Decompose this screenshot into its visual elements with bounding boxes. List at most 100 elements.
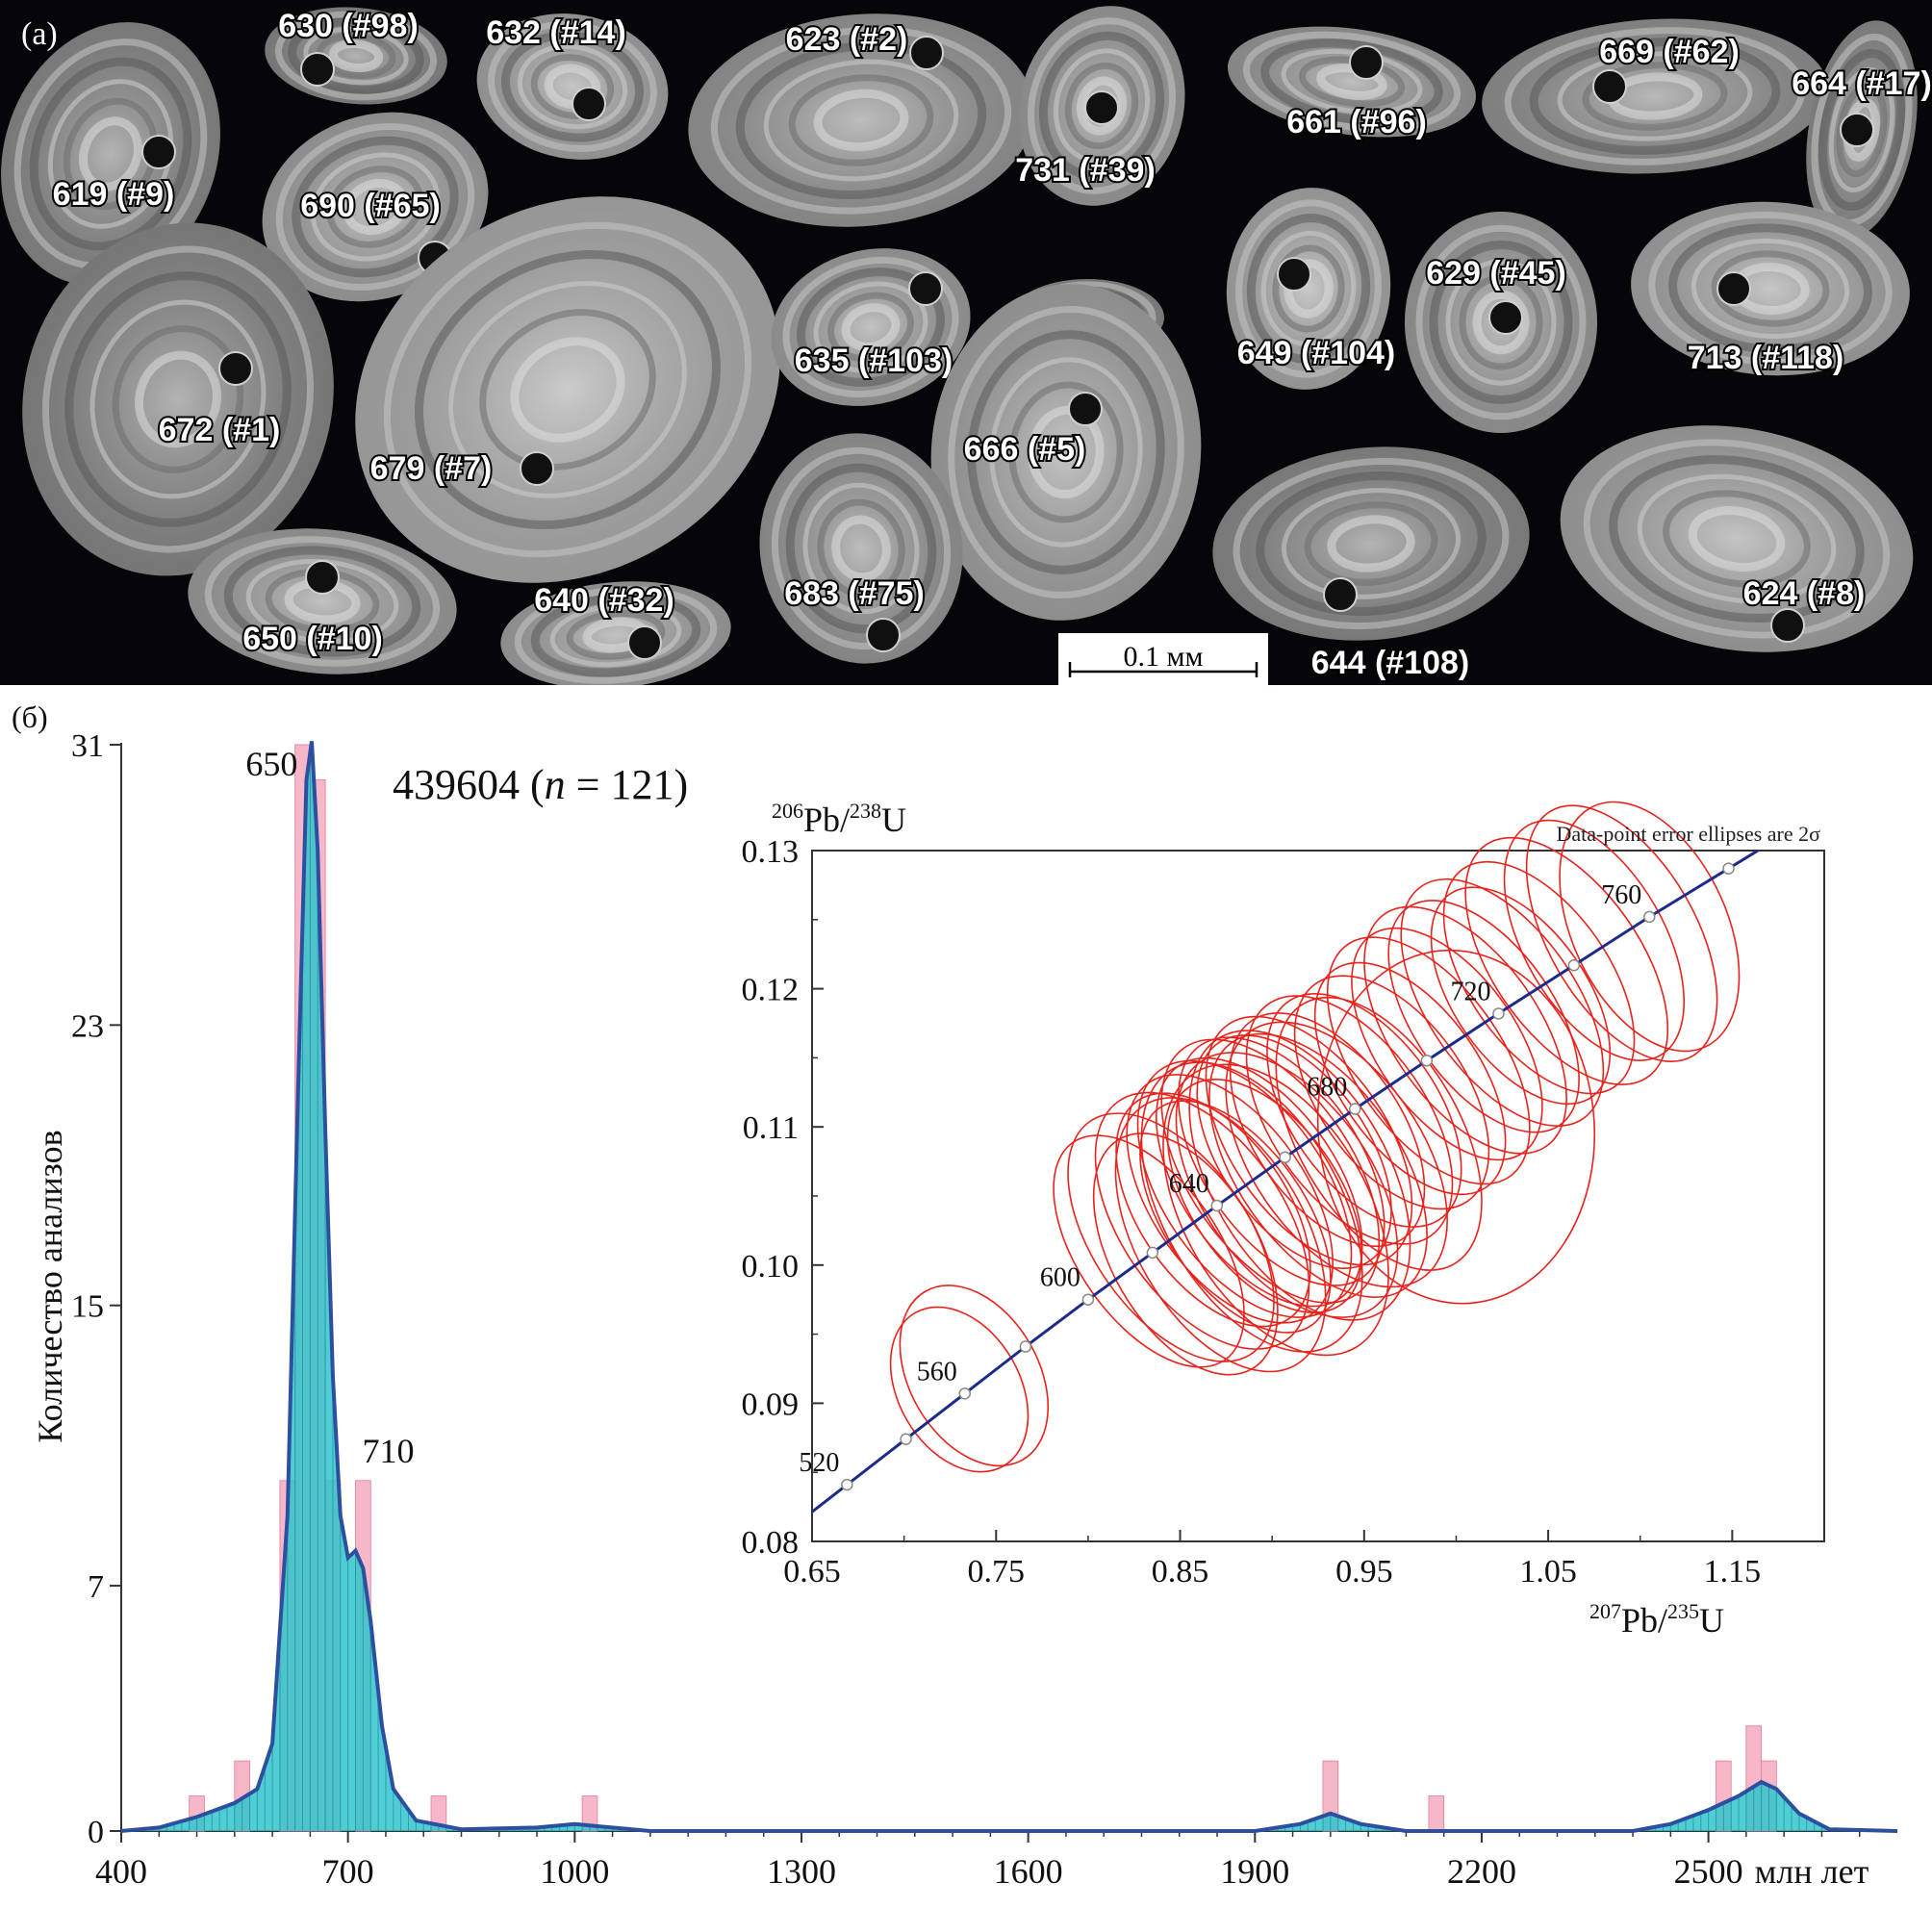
grain-shading <box>1560 425 1914 652</box>
grain-shading <box>930 284 1202 621</box>
grain-label: 630 (#98) <box>278 8 419 44</box>
x-tick-label: 1600 <box>994 1852 1063 1891</box>
concordia-x-tick-label: 0.75 <box>968 1554 1026 1590</box>
grain-label: 666 (#5) <box>964 431 1086 468</box>
concordia-age-marker <box>1567 958 1581 972</box>
laser-spot-icon <box>1277 257 1311 292</box>
hist-title-suffix: = 121) <box>566 761 688 808</box>
error-ellipse <box>1140 1061 1363 1353</box>
x-tick-label: 1300 <box>767 1852 836 1891</box>
concordia-y-tick-label: 0.09 <box>742 1386 800 1422</box>
zircon-grain <box>688 13 1034 227</box>
y-tick-label: 15 <box>71 1289 104 1325</box>
zircon-grain <box>1631 201 1910 376</box>
grain-shading <box>759 433 963 664</box>
concordia-x-base: Pb/ <box>1621 1601 1667 1640</box>
concordia-y-sup1: 206 <box>772 799 803 823</box>
zircon-grain <box>500 581 731 689</box>
x-tick-label: 1900 <box>1220 1852 1289 1891</box>
hist-y-label: Количество анализов <box>31 1130 69 1442</box>
concordia-y-sup2: 238 <box>850 799 881 823</box>
concordia-age-label: 520 <box>799 1448 839 1478</box>
grain-label: 635 (#103) <box>795 343 953 379</box>
laser-spot-icon <box>572 87 606 121</box>
laser-spot-icon <box>908 271 943 306</box>
panel-b-label: (б) <box>12 700 48 734</box>
grain-label: 644 (#108) <box>1311 645 1469 681</box>
error-ellipse <box>1166 1079 1363 1313</box>
grain-label: 683 (#75) <box>784 575 925 612</box>
laser-spot-icon <box>909 36 944 70</box>
zircon-grain <box>1482 18 1828 174</box>
error-ellipse <box>1245 995 1454 1245</box>
error-ellipse <box>1363 905 1567 1155</box>
laser-spot-icon <box>520 451 554 486</box>
error-ellipse <box>1266 993 1462 1228</box>
grain-label: 624 (#8) <box>1743 575 1866 612</box>
concordia-x-tick-label: 1.05 <box>1519 1554 1577 1590</box>
x-tick-label: 2200 <box>1447 1852 1516 1891</box>
zircon-grain <box>1 22 220 286</box>
peak-label: 710 <box>363 1432 415 1470</box>
laser-spot-icon <box>218 351 253 386</box>
laser-spot-icon <box>300 52 335 87</box>
density-curve-fill <box>121 741 1897 1831</box>
zircon-grain <box>355 196 780 583</box>
hist-title-n: n <box>545 761 566 808</box>
laser-spot-icon <box>1840 113 1874 147</box>
zircon-grain <box>1560 425 1914 652</box>
zircon-grain <box>1226 188 1391 390</box>
concordia-x-tick-label: 0.65 <box>783 1554 841 1590</box>
concordia-age-label: 640 <box>1169 1169 1209 1199</box>
x-tick-label: 2500 <box>1674 1852 1743 1891</box>
concordia-age-marker <box>900 1433 912 1445</box>
error-ellipse <box>1275 996 1483 1271</box>
error-ellipse <box>1175 1052 1399 1318</box>
grain-shading <box>1212 446 1530 641</box>
concordia-age-label: 720 <box>1450 977 1490 1006</box>
age-distribution-panel: (б) 0 7 15 23 31 400 700 1000 1300 1600 1900 2200 2… <box>0 685 1932 1903</box>
cl-image-panel: 630 (#98) 632 (#14) 623 (#2) 731 (#39) 661 (… <box>0 0 1932 689</box>
laser-spot-icon <box>1084 90 1119 125</box>
concordia-y-tick-label: 0.10 <box>742 1249 800 1285</box>
concordia-inset: 0.65 0.75 0.85 0.95 1.05 1.15 0.08 0.09 0.10 0.11… <box>742 799 1825 1640</box>
scale-bar-box <box>1058 633 1268 685</box>
concordia-x-label: 207Pb/235U <box>1589 1599 1724 1640</box>
hist-title-prefix: 439604 ( <box>393 761 545 808</box>
y-tick-label: 7 <box>88 1569 104 1605</box>
grain-label: 649 (#104) <box>1237 335 1395 371</box>
grain-shading <box>1 22 220 286</box>
concordia-y-tick-label: 0.12 <box>742 973 800 1008</box>
grain-label: 713 (#118) <box>1688 340 1844 376</box>
grain-shading <box>355 196 780 583</box>
concordia-age-marker <box>1722 862 1735 875</box>
laser-spot-icon <box>305 560 340 595</box>
concordia-age-marker <box>1081 1293 1095 1306</box>
error-ellipse <box>1442 860 1636 1095</box>
concordia-age-marker <box>1279 1151 1291 1164</box>
hist-title: 439604 (n = 121) <box>393 761 688 808</box>
grain-label: 619 (#9) <box>53 176 175 213</box>
concordia-age-marker <box>1420 1055 1434 1067</box>
error-ellipse <box>1464 836 1669 1085</box>
laser-spot-icon <box>1592 69 1627 104</box>
grain-label: 629 (#45) <box>1426 255 1566 292</box>
concordia-y-label: 206Pb/238U <box>772 799 906 839</box>
zircon-grain <box>1228 26 1476 138</box>
grain-label: 672 (#1) <box>159 412 281 448</box>
concordia-note: Data-point error ellipses are 2σ <box>1556 822 1820 846</box>
histogram-bar <box>1428 1795 1445 1832</box>
grain-label: 640 (#32) <box>534 582 674 619</box>
x-tick-label: 400 <box>95 1852 147 1891</box>
grain-label: 664 (#17) <box>1792 65 1932 102</box>
grain-label: 632 (#14) <box>486 14 626 51</box>
laser-spot-icon <box>1770 608 1805 643</box>
error-ellipse <box>1208 1032 1428 1298</box>
concordia-age-label: 680 <box>1307 1073 1347 1103</box>
laser-spot-icon <box>1068 392 1103 426</box>
concordia-y-end: U <box>881 801 906 839</box>
density-curve-line <box>120 741 1898 1833</box>
concordia-x-tick-label: 0.85 <box>1152 1554 1209 1590</box>
concordia-age-label: 600 <box>1040 1263 1080 1293</box>
zircon-grain <box>1212 446 1530 641</box>
